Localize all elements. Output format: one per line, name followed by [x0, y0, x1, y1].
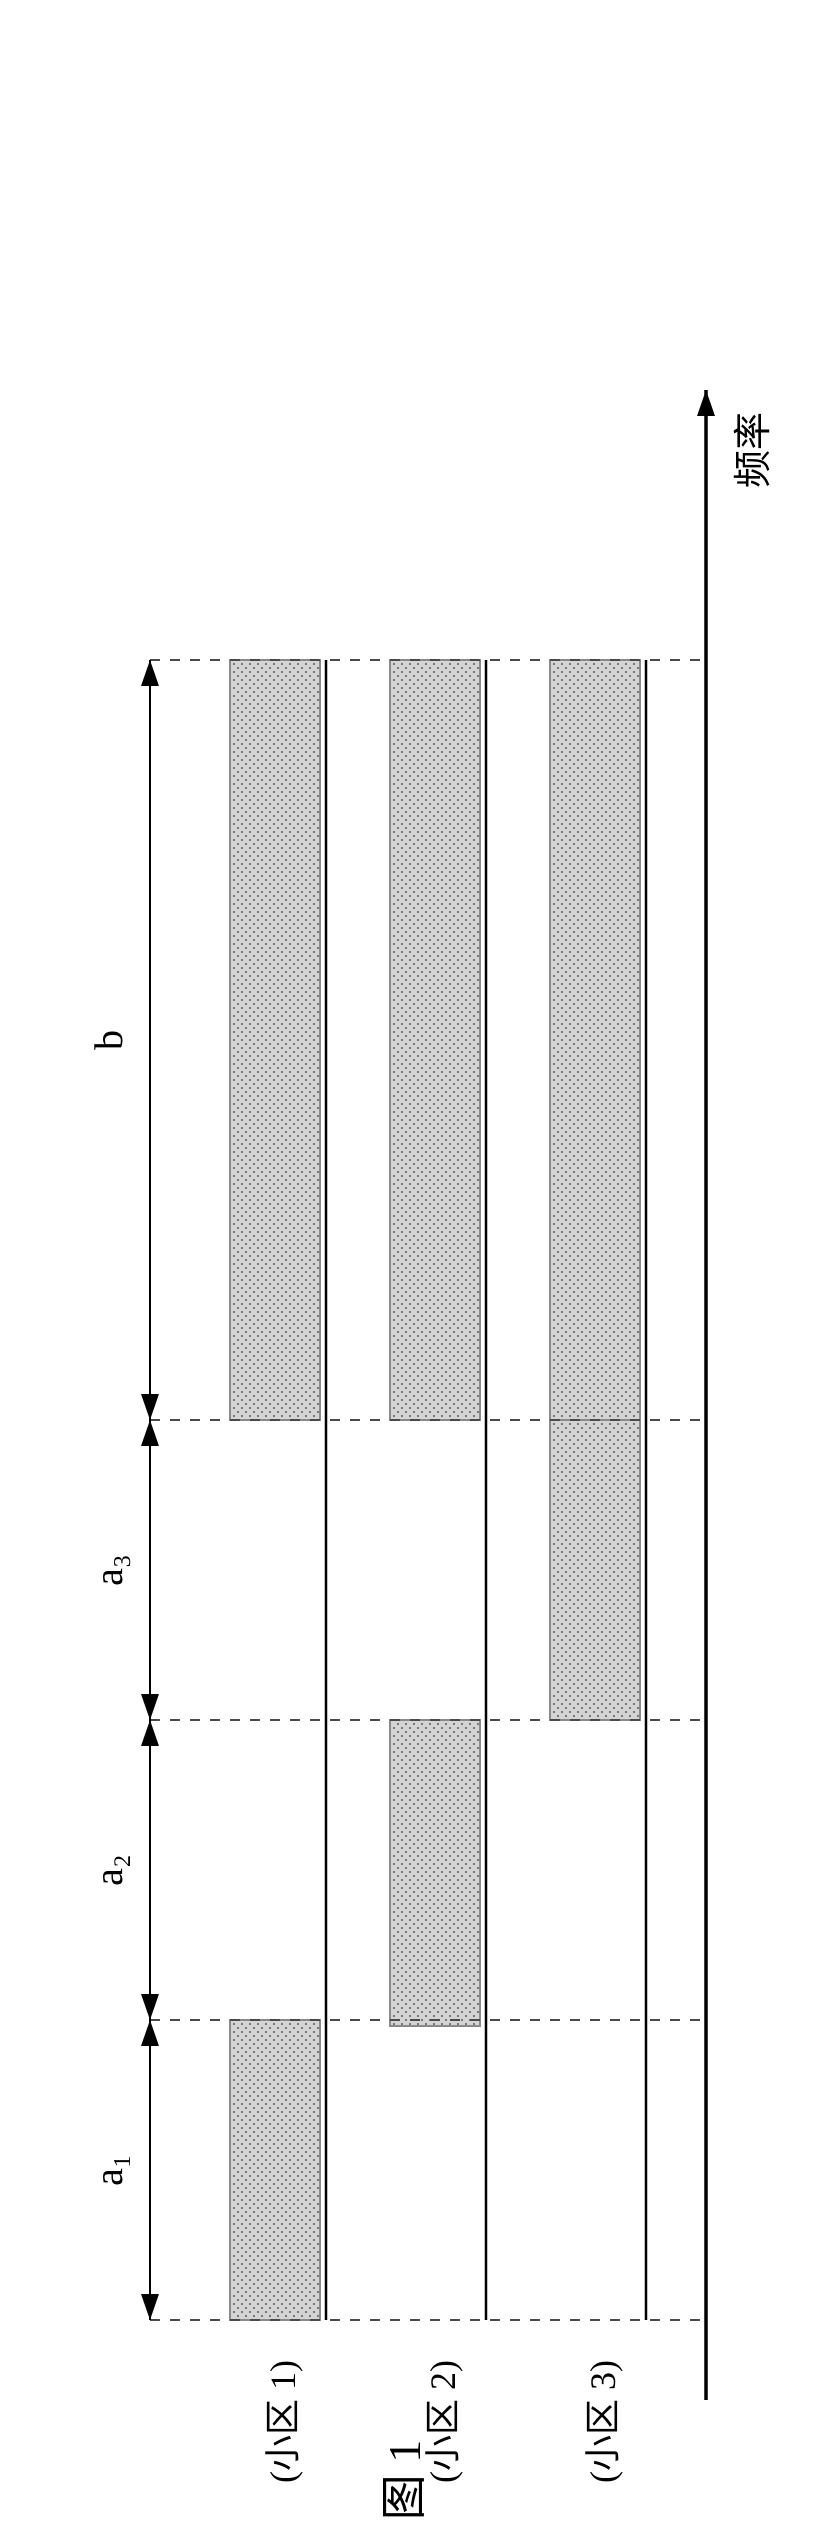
- bar: [550, 1420, 640, 1720]
- row-label: (小区 3): [583, 2360, 623, 2483]
- bar: [230, 660, 320, 1420]
- figure-caption: 图 1: [379, 2440, 430, 2521]
- segment-label: a₁: [86, 2154, 131, 2186]
- bar: [550, 660, 640, 1420]
- figure-1-chart: a₁a₂a₃b(小区 1)(小区 2)(小区 3)频率 图 1: [0, 0, 834, 2530]
- segment-label: a₃: [86, 1554, 131, 1586]
- segment-label: a₂: [86, 1854, 131, 1886]
- segment-label: b: [86, 1030, 131, 1050]
- axis-label: 频率: [733, 412, 775, 488]
- bar: [230, 2020, 320, 2320]
- row-label: (小区 1): [263, 2360, 303, 2483]
- bar: [390, 660, 480, 1420]
- bar: [390, 1720, 480, 2026]
